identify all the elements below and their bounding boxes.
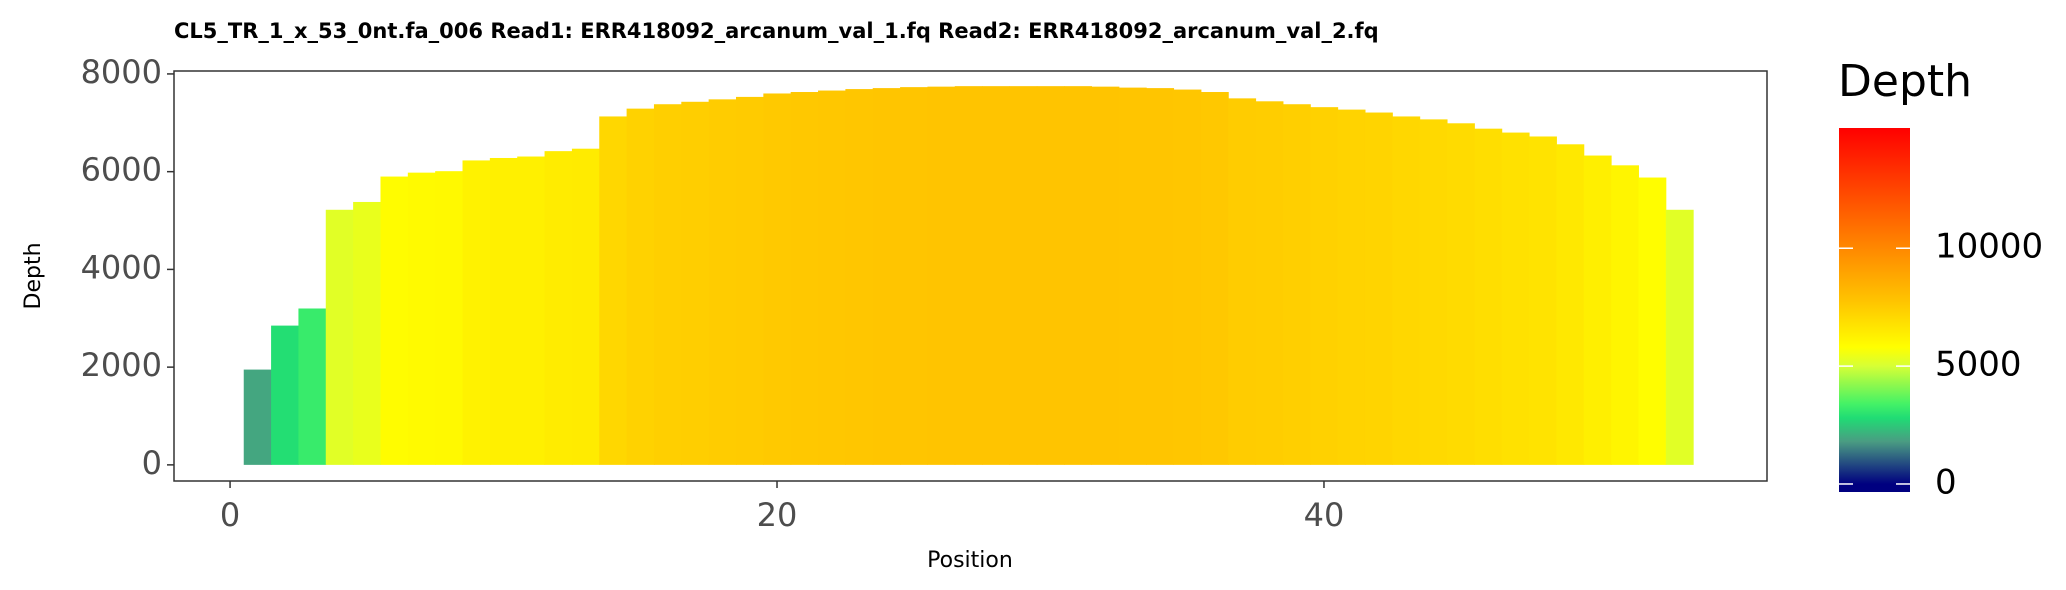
bar bbox=[1474, 128, 1503, 465]
bar bbox=[298, 308, 327, 465]
bar bbox=[927, 86, 956, 465]
bar bbox=[325, 209, 354, 465]
bar bbox=[1064, 86, 1093, 465]
x-tick-label: 40 bbox=[1304, 496, 1345, 534]
bar bbox=[571, 148, 600, 465]
bar bbox=[900, 87, 928, 465]
colorbar bbox=[1839, 128, 1910, 492]
bar bbox=[1501, 132, 1530, 465]
bar bbox=[1282, 104, 1311, 465]
bar bbox=[1091, 86, 1120, 465]
bar bbox=[1638, 177, 1667, 465]
bar bbox=[1009, 86, 1038, 465]
bar bbox=[1200, 92, 1229, 465]
bar bbox=[353, 201, 381, 465]
y-tick-label: 8000 bbox=[81, 53, 162, 91]
x-tick-label: 20 bbox=[757, 496, 798, 534]
bar bbox=[517, 156, 546, 465]
bar bbox=[1392, 116, 1421, 465]
bar bbox=[735, 96, 764, 465]
bar bbox=[708, 99, 737, 465]
y-tick-label: 6000 bbox=[81, 151, 162, 189]
bar bbox=[790, 92, 819, 465]
bar bbox=[380, 176, 409, 465]
y-tick-label: 0 bbox=[142, 444, 162, 482]
bar bbox=[435, 171, 464, 465]
bar bbox=[1556, 144, 1585, 465]
bar bbox=[1255, 101, 1284, 465]
bar bbox=[1665, 209, 1694, 465]
colorbar-tick-label: 10000 bbox=[1935, 227, 2043, 267]
x-tick-label: 0 bbox=[220, 496, 240, 534]
chart-title: CL5_TR_1_x_53_0nt.fa_006 Read1: ERR41809… bbox=[174, 19, 1379, 43]
bar bbox=[1611, 165, 1639, 465]
bar bbox=[1310, 107, 1339, 465]
legend-title: Depth bbox=[1838, 56, 1972, 107]
bar bbox=[599, 116, 628, 465]
y-axis-title: Depth bbox=[21, 242, 46, 309]
bar bbox=[1337, 109, 1366, 465]
bar bbox=[1118, 87, 1147, 465]
bar bbox=[243, 369, 272, 465]
bar bbox=[818, 90, 846, 465]
bar bbox=[1419, 119, 1448, 465]
bar bbox=[626, 108, 655, 465]
bar bbox=[763, 93, 792, 465]
bar bbox=[462, 160, 491, 465]
bar bbox=[954, 86, 983, 465]
bar bbox=[1173, 89, 1202, 465]
bar bbox=[1146, 88, 1175, 465]
bar bbox=[1447, 123, 1475, 465]
y-tick-label: 4000 bbox=[81, 248, 162, 286]
x-axis-title: Position bbox=[927, 548, 1013, 573]
bar bbox=[872, 88, 901, 465]
bar bbox=[845, 89, 874, 465]
bar bbox=[489, 157, 518, 465]
bar bbox=[1529, 136, 1557, 465]
bar bbox=[1036, 86, 1065, 465]
colorbar-tick-label: 5000 bbox=[1935, 345, 2022, 385]
colorbar-tick-label: 0 bbox=[1935, 462, 1957, 502]
bar bbox=[1364, 112, 1393, 465]
bar bbox=[681, 101, 710, 465]
bar bbox=[1583, 155, 1612, 465]
plot-border bbox=[173, 70, 1768, 482]
bar bbox=[407, 172, 436, 465]
bar bbox=[1228, 98, 1257, 465]
bar bbox=[653, 104, 682, 465]
bar bbox=[271, 325, 299, 465]
bar bbox=[982, 86, 1010, 465]
bar bbox=[544, 151, 573, 465]
y-tick-label: 2000 bbox=[81, 346, 162, 384]
